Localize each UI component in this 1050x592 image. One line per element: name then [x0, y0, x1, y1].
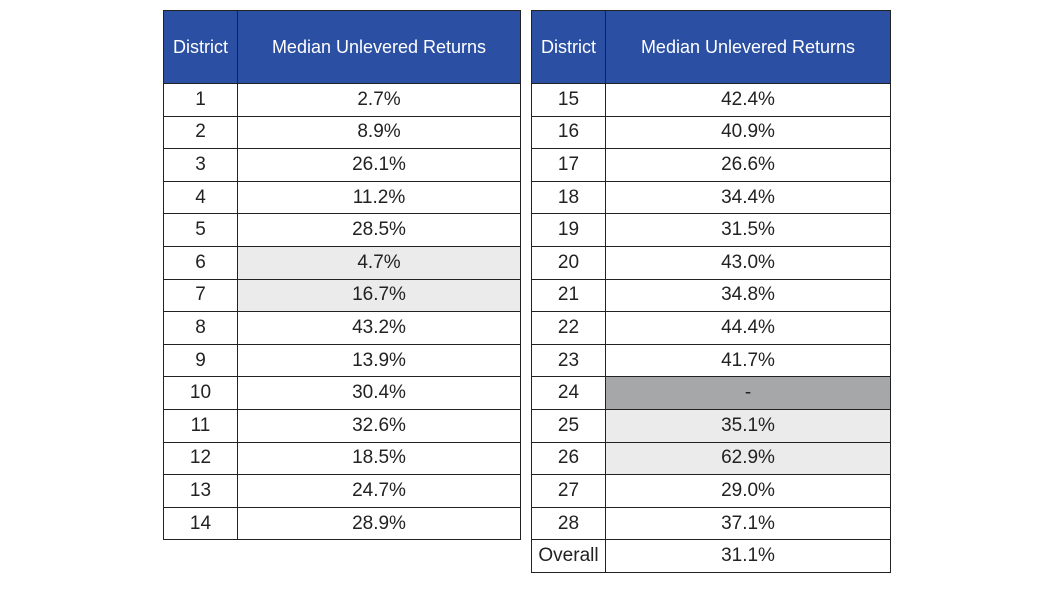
- return-value-cell: 28.5%: [237, 213, 521, 247]
- district-cell: 5: [163, 213, 238, 247]
- table-row: 1 2.7%: [163, 83, 521, 117]
- district-cell: 23: [531, 343, 606, 378]
- table-row: 8 43.2%: [163, 311, 521, 345]
- district-header: District: [163, 10, 238, 84]
- return-value-cell: 24.7%: [237, 474, 521, 508]
- district-cell: 21: [531, 278, 606, 313]
- table-body: 1 2.7% 2 8.9% 3 26.1% 4 11.2% 5 28.5% 6 4.7% 7 16.7% 8…: [163, 83, 521, 541]
- return-value-cell: 30.4%: [237, 376, 521, 410]
- district-cell: 7: [163, 278, 238, 313]
- district-cell: 25: [531, 408, 606, 443]
- return-value-cell: 28.9%: [237, 506, 521, 541]
- table-row: 3 26.1%: [163, 148, 521, 182]
- district-cell: 12: [163, 441, 238, 476]
- table-row: 17 26.6%: [531, 148, 891, 182]
- table-row: 20 43.0%: [531, 245, 891, 280]
- returns-header: Median Unlevered Returns: [605, 10, 891, 84]
- table-row: 14 28.9%: [163, 506, 521, 541]
- table-row: 15 42.4%: [531, 83, 891, 117]
- table-row: 6 4.7%: [163, 245, 521, 280]
- return-value-cell: 43.0%: [605, 245, 891, 280]
- return-value-cell: 34.8%: [605, 278, 891, 313]
- return-value-cell: 32.6%: [237, 408, 521, 443]
- table-row: 22 44.4%: [531, 311, 891, 345]
- header-row: District Median Unlevered Returns: [163, 10, 521, 84]
- table-row: 4 11.2%: [163, 180, 521, 215]
- district-cell: 17: [531, 148, 606, 182]
- return-value-cell: 42.4%: [605, 83, 891, 117]
- table-row: 16 40.9%: [531, 115, 891, 150]
- return-value-cell: 31.5%: [605, 213, 891, 247]
- return-value-cell: 43.2%: [237, 311, 521, 345]
- return-value-cell: 16.7%: [237, 278, 521, 313]
- table-row: 7 16.7%: [163, 278, 521, 313]
- table-body: 15 42.4% 16 40.9% 17 26.6% 18 34.4% 19 31.5% 20 43.…: [531, 83, 891, 573]
- return-value-cell: 31.1%: [605, 539, 891, 573]
- return-value-cell: 26.1%: [237, 148, 521, 182]
- return-value-cell: 41.7%: [605, 343, 891, 378]
- district-cell: 15: [531, 83, 606, 117]
- district-cell: 11: [163, 408, 238, 443]
- return-value-cell: 29.0%: [605, 474, 891, 508]
- return-value-cell: 26.6%: [605, 148, 891, 182]
- table-row: Overall 31.1%: [531, 539, 891, 573]
- return-value-cell: 18.5%: [237, 441, 521, 476]
- table-row: 18 34.4%: [531, 180, 891, 215]
- district-cell: 13: [163, 474, 238, 508]
- district-cell: 3: [163, 148, 238, 182]
- district-cell: 9: [163, 343, 238, 378]
- table-row: 11 32.6%: [163, 408, 521, 443]
- district-cell: 1: [163, 83, 238, 117]
- return-value-cell: 11.2%: [237, 180, 521, 215]
- table-row: 10 30.4%: [163, 376, 521, 410]
- return-value-cell: 8.9%: [237, 115, 521, 150]
- return-value-cell: 44.4%: [605, 311, 891, 345]
- table-row: 24-: [531, 376, 891, 410]
- table-row: 5 28.5%: [163, 213, 521, 247]
- returns-header: Median Unlevered Returns: [237, 10, 521, 84]
- district-cell: 18: [531, 180, 606, 215]
- district-cell: 4: [163, 180, 238, 215]
- return-value-cell: 35.1%: [605, 408, 891, 443]
- table-row: 9 13.9%: [163, 343, 521, 378]
- table-row: 19 31.5%: [531, 213, 891, 247]
- district-cell: 27: [531, 474, 606, 508]
- table-row: 12 18.5%: [163, 441, 521, 476]
- return-value-cell: 4.7%: [237, 245, 521, 280]
- district-cell: 6: [163, 245, 238, 280]
- table-row: 2 8.9%: [163, 115, 521, 150]
- district-cell: 16: [531, 115, 606, 150]
- table-row: 27 29.0%: [531, 474, 891, 508]
- return-value-cell: 62.9%: [605, 441, 891, 476]
- header-row: District Median Unlevered Returns: [531, 10, 891, 84]
- district-cell: 14: [163, 506, 238, 541]
- return-value-cell: 40.9%: [605, 115, 891, 150]
- district-cell: 22: [531, 311, 606, 345]
- return-value-cell: 34.4%: [605, 180, 891, 215]
- return-value-cell: 13.9%: [237, 343, 521, 378]
- district-header: District: [531, 10, 606, 84]
- returns-table-right: District Median Unlevered Returns 15 42.4…: [531, 10, 891, 573]
- district-cell: 19: [531, 213, 606, 247]
- district-cell: 10: [163, 376, 238, 410]
- return-value-cell: -: [605, 376, 891, 410]
- table-row: 28 37.1%: [531, 506, 891, 541]
- returns-table-left: District Median Unlevered Returns 1 2.7% 2…: [163, 10, 521, 541]
- return-value-cell: 37.1%: [605, 506, 891, 541]
- district-cell: 2: [163, 115, 238, 150]
- district-cell: 8: [163, 311, 238, 345]
- district-cell: Overall: [531, 539, 606, 573]
- table-row: 26 62.9%: [531, 441, 891, 476]
- district-cell: 24: [531, 376, 606, 410]
- district-cell: 26: [531, 441, 606, 476]
- table-row: 23 41.7%: [531, 343, 891, 378]
- district-cell: 28: [531, 506, 606, 541]
- return-value-cell: 2.7%: [237, 83, 521, 117]
- table-row: 13 24.7%: [163, 474, 521, 508]
- table-row: 25 35.1%: [531, 408, 891, 443]
- table-row: 21 34.8%: [531, 278, 891, 313]
- district-cell: 20: [531, 245, 606, 280]
